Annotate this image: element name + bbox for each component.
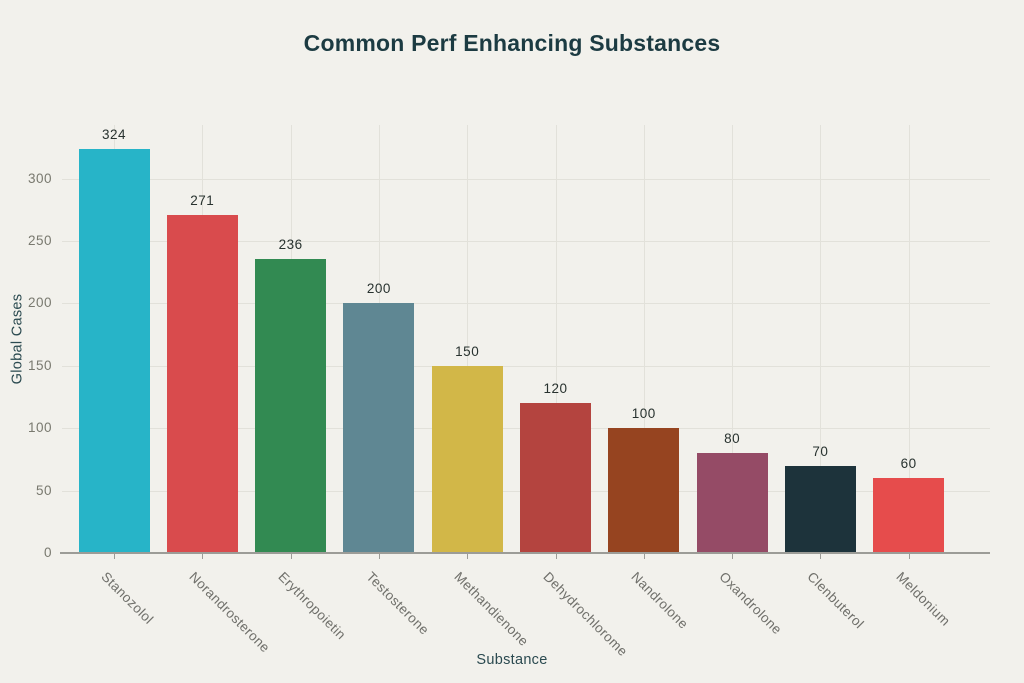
chart-title: Common Perf Enhancing Substances: [303, 30, 721, 56]
y-tick-label: 0: [43, 545, 52, 560]
y-gridline: [62, 178, 990, 180]
x-tick-mark: [290, 553, 292, 559]
bar-value-label: 324: [101, 126, 127, 142]
y-tick-label: 100: [27, 420, 52, 436]
bar-oxandrolone: [696, 453, 768, 553]
y-tick-label: 50: [35, 482, 52, 498]
bar-value-label: 236: [278, 236, 303, 252]
x-category-label: Erythropoietin: [274, 569, 349, 643]
bar-meldonium: [873, 478, 945, 553]
x-gridline: [643, 125, 645, 553]
bar-value-label: 60: [900, 456, 917, 472]
bar-value-label: 150: [455, 343, 480, 359]
bar-erythropoietin: [255, 258, 327, 553]
bar-value-label: 271: [190, 192, 215, 208]
x-axis-title: Substance: [476, 652, 548, 668]
y-axis-title: Global Cases: [6, 125, 28, 553]
x-tick-mark: [555, 553, 557, 559]
bar-value-label: 80: [724, 431, 741, 447]
x-gridline: [820, 125, 822, 553]
x-gridline: [467, 125, 469, 553]
x-tick-mark: [908, 553, 910, 559]
bar-dehydrochlorome: [520, 403, 591, 553]
x-category-label: Nandrolone: [628, 569, 691, 632]
x-gridline: [908, 125, 910, 553]
bar-value-label: 100: [631, 406, 656, 422]
x-gridline: [555, 125, 557, 553]
x-category-label: Oxandrolone: [716, 569, 785, 638]
x-category-label: Dehydrochlorome: [539, 569, 631, 660]
x-category-label: Norandrosterone: [186, 569, 274, 656]
y-axis-title-text: Global Cases: [9, 293, 25, 385]
y-gridline: [62, 241, 990, 243]
bar-clenbuterol: [784, 465, 856, 553]
x-category-label: Meldonium: [893, 569, 953, 629]
bar-norandrosterone: [166, 214, 238, 553]
bar-value-label: 70: [812, 443, 829, 459]
y-tick-label: 200: [27, 295, 52, 311]
bar-nandrolone: [608, 428, 680, 553]
y-gridline: [62, 365, 990, 367]
bar-methandienone: [431, 365, 503, 553]
x-tick-mark: [643, 553, 645, 559]
x-category-label: Stanozolol: [98, 569, 157, 628]
x-category-label: Clenbuterol: [804, 569, 868, 632]
x-tick-mark: [467, 553, 469, 559]
plot-area: 0 50 100 150 200 250 300 324 Stanozolol 271 Norand…: [28, 125, 990, 659]
x-tick-mark: [114, 553, 115, 559]
x-tick-mark: [378, 553, 380, 559]
x-tick-mark: [202, 553, 204, 559]
x-gridline: [732, 125, 734, 553]
y-tick-label: 250: [27, 233, 52, 249]
y-gridline: [62, 303, 990, 305]
y-tick-label: 150: [27, 357, 52, 373]
x-category-label: Methandienone: [451, 569, 532, 650]
y-tick-label: 300: [27, 170, 52, 186]
x-tick-mark: [820, 553, 822, 559]
bar-testosterone: [343, 303, 415, 553]
x-category-label: Testosterone: [363, 569, 432, 638]
bar-value-label: 200: [366, 281, 391, 297]
x-axis-line: [60, 552, 990, 554]
x-tick-mark: [732, 553, 734, 559]
bar-value-label: 120: [543, 381, 568, 397]
bar-stanozolol: [78, 148, 150, 553]
